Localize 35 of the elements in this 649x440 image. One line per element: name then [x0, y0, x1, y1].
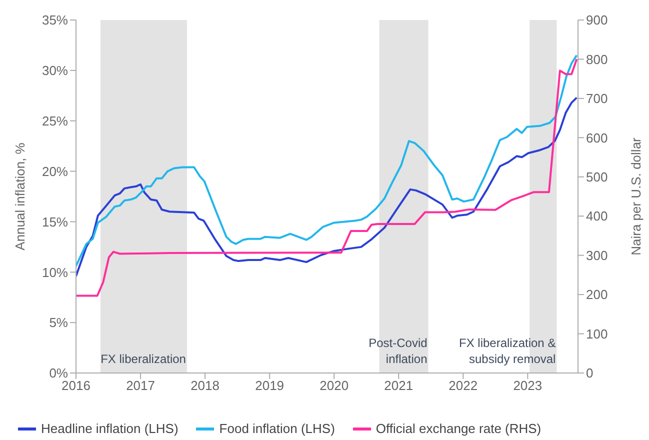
x-tick-label: 2017 [126, 378, 155, 394]
x-tick-label: 2016 [62, 378, 90, 394]
y2-axis-title: Naira per U.S. dollar [628, 136, 644, 256]
x-tick-label: 2019 [255, 378, 284, 394]
x-tick-label: 2021 [384, 378, 414, 394]
legend-label: Headline inflation (LHS) [40, 421, 178, 436]
y-axis-title: Annual inflation, % [12, 142, 28, 250]
y2-tick-label: 400 [586, 208, 608, 224]
y2-tick-label: 0 [586, 366, 594, 381]
y-tick-label: 35% [42, 12, 68, 28]
y-tick-label: 10% [42, 264, 68, 280]
x-tick-label: 2022 [448, 378, 478, 394]
band-label: FX liberalization [100, 352, 186, 366]
y-tick-label: 0% [49, 366, 68, 381]
x-tick-label: 2018 [190, 378, 220, 394]
y-tick-label: 30% [42, 63, 68, 78]
line-series [76, 96, 578, 278]
y2-tick-label: 900 [586, 12, 608, 28]
band-label: FX liberalization & subsidy removal [458, 336, 556, 366]
y-tick-label: 25% [42, 113, 68, 128]
x-tick-label: 2020 [320, 378, 349, 394]
y2-tick-label: 300 [586, 248, 608, 263]
y2-tick-label: 200 [586, 287, 608, 302]
x-tick-label: 2023 [513, 378, 542, 394]
y2-tick-label: 500 [586, 170, 608, 185]
y2-tick-label: 600 [586, 130, 608, 146]
y-tick-label: 5% [49, 315, 68, 330]
y2-tick-label: 800 [586, 52, 608, 67]
y2-tick-label: 700 [586, 91, 608, 106]
legend-label: Food inflation (LHS) [218, 421, 335, 436]
y-tick-label: 15% [42, 214, 68, 230]
y-tick-label: 20% [42, 164, 68, 179]
band-label: Post-Covid inflation [368, 336, 428, 366]
legend-label: Official exchange rate (RHS) [374, 421, 542, 436]
y2-tick-label: 100 [586, 326, 608, 342]
